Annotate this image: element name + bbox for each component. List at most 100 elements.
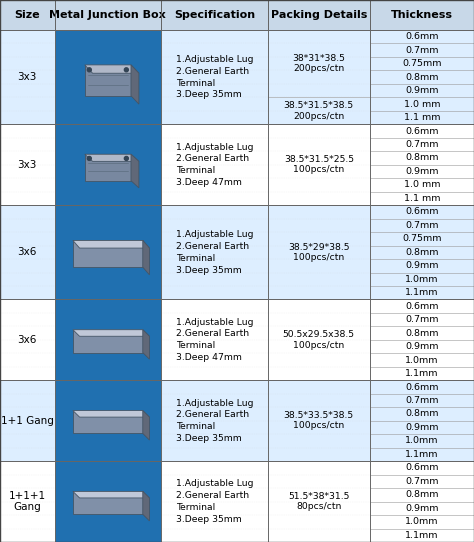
Polygon shape: [73, 410, 149, 417]
Circle shape: [124, 157, 128, 160]
Text: 1.0mm: 1.0mm: [405, 517, 438, 526]
Bar: [161, 461, 268, 542]
Polygon shape: [85, 154, 131, 180]
Text: 0.9mm: 0.9mm: [405, 342, 438, 351]
Bar: [55, 205, 161, 300]
Text: 0.7mm: 0.7mm: [405, 477, 438, 486]
Bar: [161, 380, 268, 461]
Text: 0.7mm: 0.7mm: [405, 140, 438, 149]
Text: 1+1+1
Gang: 1+1+1 Gang: [9, 491, 46, 512]
Text: 1.Adjustable Lug
2.General Earth
Terminal
3.Deep 35mm: 1.Adjustable Lug 2.General Earth Termina…: [176, 398, 253, 443]
Text: 0.6mm: 0.6mm: [405, 32, 438, 41]
Bar: [268, 205, 370, 300]
Polygon shape: [143, 492, 149, 521]
Text: Packing Details: Packing Details: [271, 10, 367, 20]
Bar: [0, 30, 55, 124]
Circle shape: [87, 157, 91, 160]
Text: 0.6mm: 0.6mm: [405, 302, 438, 311]
Polygon shape: [73, 330, 143, 353]
Text: 1.1mm: 1.1mm: [405, 450, 438, 459]
Bar: [55, 380, 161, 461]
Text: 1.Adjustable Lug
2.General Earth
Terminal
3.Deep 35mm: 1.Adjustable Lug 2.General Earth Termina…: [176, 55, 253, 99]
Bar: [268, 461, 370, 542]
Polygon shape: [73, 492, 143, 514]
Bar: [0, 380, 55, 461]
Text: 1.Adjustable Lug
2.General Earth
Terminal
3.Deep 35mm: 1.Adjustable Lug 2.General Earth Termina…: [176, 230, 253, 274]
Text: 0.7mm: 0.7mm: [405, 396, 438, 405]
Circle shape: [87, 68, 91, 72]
Bar: [0, 205, 55, 300]
Text: Size: Size: [14, 10, 40, 20]
Text: 1.1mm: 1.1mm: [405, 369, 438, 378]
Bar: [0, 124, 55, 205]
Bar: [161, 30, 268, 124]
Bar: [55, 30, 161, 124]
Bar: [370, 461, 474, 542]
Text: 0.8mm: 0.8mm: [405, 153, 438, 163]
Bar: [0, 205, 474, 300]
Text: 38.5*31.5*38.5
200pcs/ctn: 38.5*31.5*38.5 200pcs/ctn: [284, 101, 354, 120]
Polygon shape: [73, 241, 149, 248]
Text: 1.1 mm: 1.1 mm: [403, 194, 440, 203]
Bar: [268, 124, 370, 205]
Bar: [268, 300, 370, 380]
Text: 1.Adjustable Lug
2.General Earth
Terminal
3.Deep 47mm: 1.Adjustable Lug 2.General Earth Termina…: [176, 143, 253, 187]
Text: 1.0mm: 1.0mm: [405, 275, 438, 284]
Polygon shape: [131, 154, 139, 188]
Text: 1.0mm: 1.0mm: [405, 356, 438, 365]
Text: 0.6mm: 0.6mm: [405, 126, 438, 136]
Bar: [370, 124, 474, 205]
Text: 50.5x29.5x38.5
100pcs/ctn: 50.5x29.5x38.5 100pcs/ctn: [283, 330, 355, 350]
Text: 1.1 mm: 1.1 mm: [403, 113, 440, 122]
Text: 3x6: 3x6: [18, 247, 37, 257]
Text: 0.9mm: 0.9mm: [405, 86, 438, 95]
Polygon shape: [85, 65, 139, 73]
Text: 0.7mm: 0.7mm: [405, 315, 438, 324]
Text: 0.8mm: 0.8mm: [405, 73, 438, 82]
Bar: [0, 461, 474, 542]
Text: 1.0 mm: 1.0 mm: [403, 100, 440, 108]
Bar: [0, 124, 474, 205]
Bar: [0, 300, 55, 380]
Bar: [161, 205, 268, 300]
Text: 0.9mm: 0.9mm: [405, 423, 438, 432]
Bar: [161, 0, 268, 30]
Text: 1.Adjustable Lug
2.General Earth
Terminal
3.Deep 47mm: 1.Adjustable Lug 2.General Earth Termina…: [176, 318, 253, 362]
Bar: [370, 205, 474, 300]
Text: 0.8mm: 0.8mm: [405, 410, 438, 418]
Bar: [0, 300, 474, 380]
Bar: [55, 0, 161, 30]
Polygon shape: [73, 241, 143, 267]
Text: 0.8mm: 0.8mm: [405, 328, 438, 338]
Text: 0.75mm: 0.75mm: [402, 59, 442, 68]
Text: 1.0 mm: 1.0 mm: [403, 180, 440, 190]
Bar: [370, 0, 474, 30]
Text: 38.5*29*38.5
100pcs/ctn: 38.5*29*38.5 100pcs/ctn: [288, 243, 349, 262]
Text: Specification: Specification: [174, 10, 255, 20]
Text: 0.7mm: 0.7mm: [405, 46, 438, 55]
Text: 1.0mm: 1.0mm: [405, 436, 438, 446]
Bar: [268, 0, 370, 30]
Text: 0.8mm: 0.8mm: [405, 248, 438, 257]
Text: 1+1 Gang: 1+1 Gang: [1, 416, 54, 425]
Text: 0.9mm: 0.9mm: [405, 261, 438, 270]
Bar: [161, 300, 268, 380]
Text: Metal Junction Box: Metal Junction Box: [49, 10, 166, 20]
Polygon shape: [143, 410, 149, 440]
Bar: [0, 380, 474, 461]
Bar: [161, 124, 268, 205]
Bar: [0, 30, 474, 124]
Text: 51.5*38*31.5
80pcs/ctn: 51.5*38*31.5 80pcs/ctn: [288, 492, 349, 511]
Bar: [370, 300, 474, 380]
Text: Thickness: Thickness: [391, 10, 453, 20]
Polygon shape: [85, 65, 131, 96]
Text: 38.5*31.5*25.5
100pcs/ctn: 38.5*31.5*25.5 100pcs/ctn: [284, 155, 354, 175]
Polygon shape: [131, 65, 139, 104]
Polygon shape: [143, 241, 149, 275]
Text: 0.8mm: 0.8mm: [405, 491, 438, 499]
Polygon shape: [73, 330, 149, 336]
Polygon shape: [73, 410, 143, 434]
Text: 1.1mm: 1.1mm: [405, 531, 438, 540]
Text: 3x3: 3x3: [18, 160, 37, 170]
Polygon shape: [85, 154, 139, 162]
